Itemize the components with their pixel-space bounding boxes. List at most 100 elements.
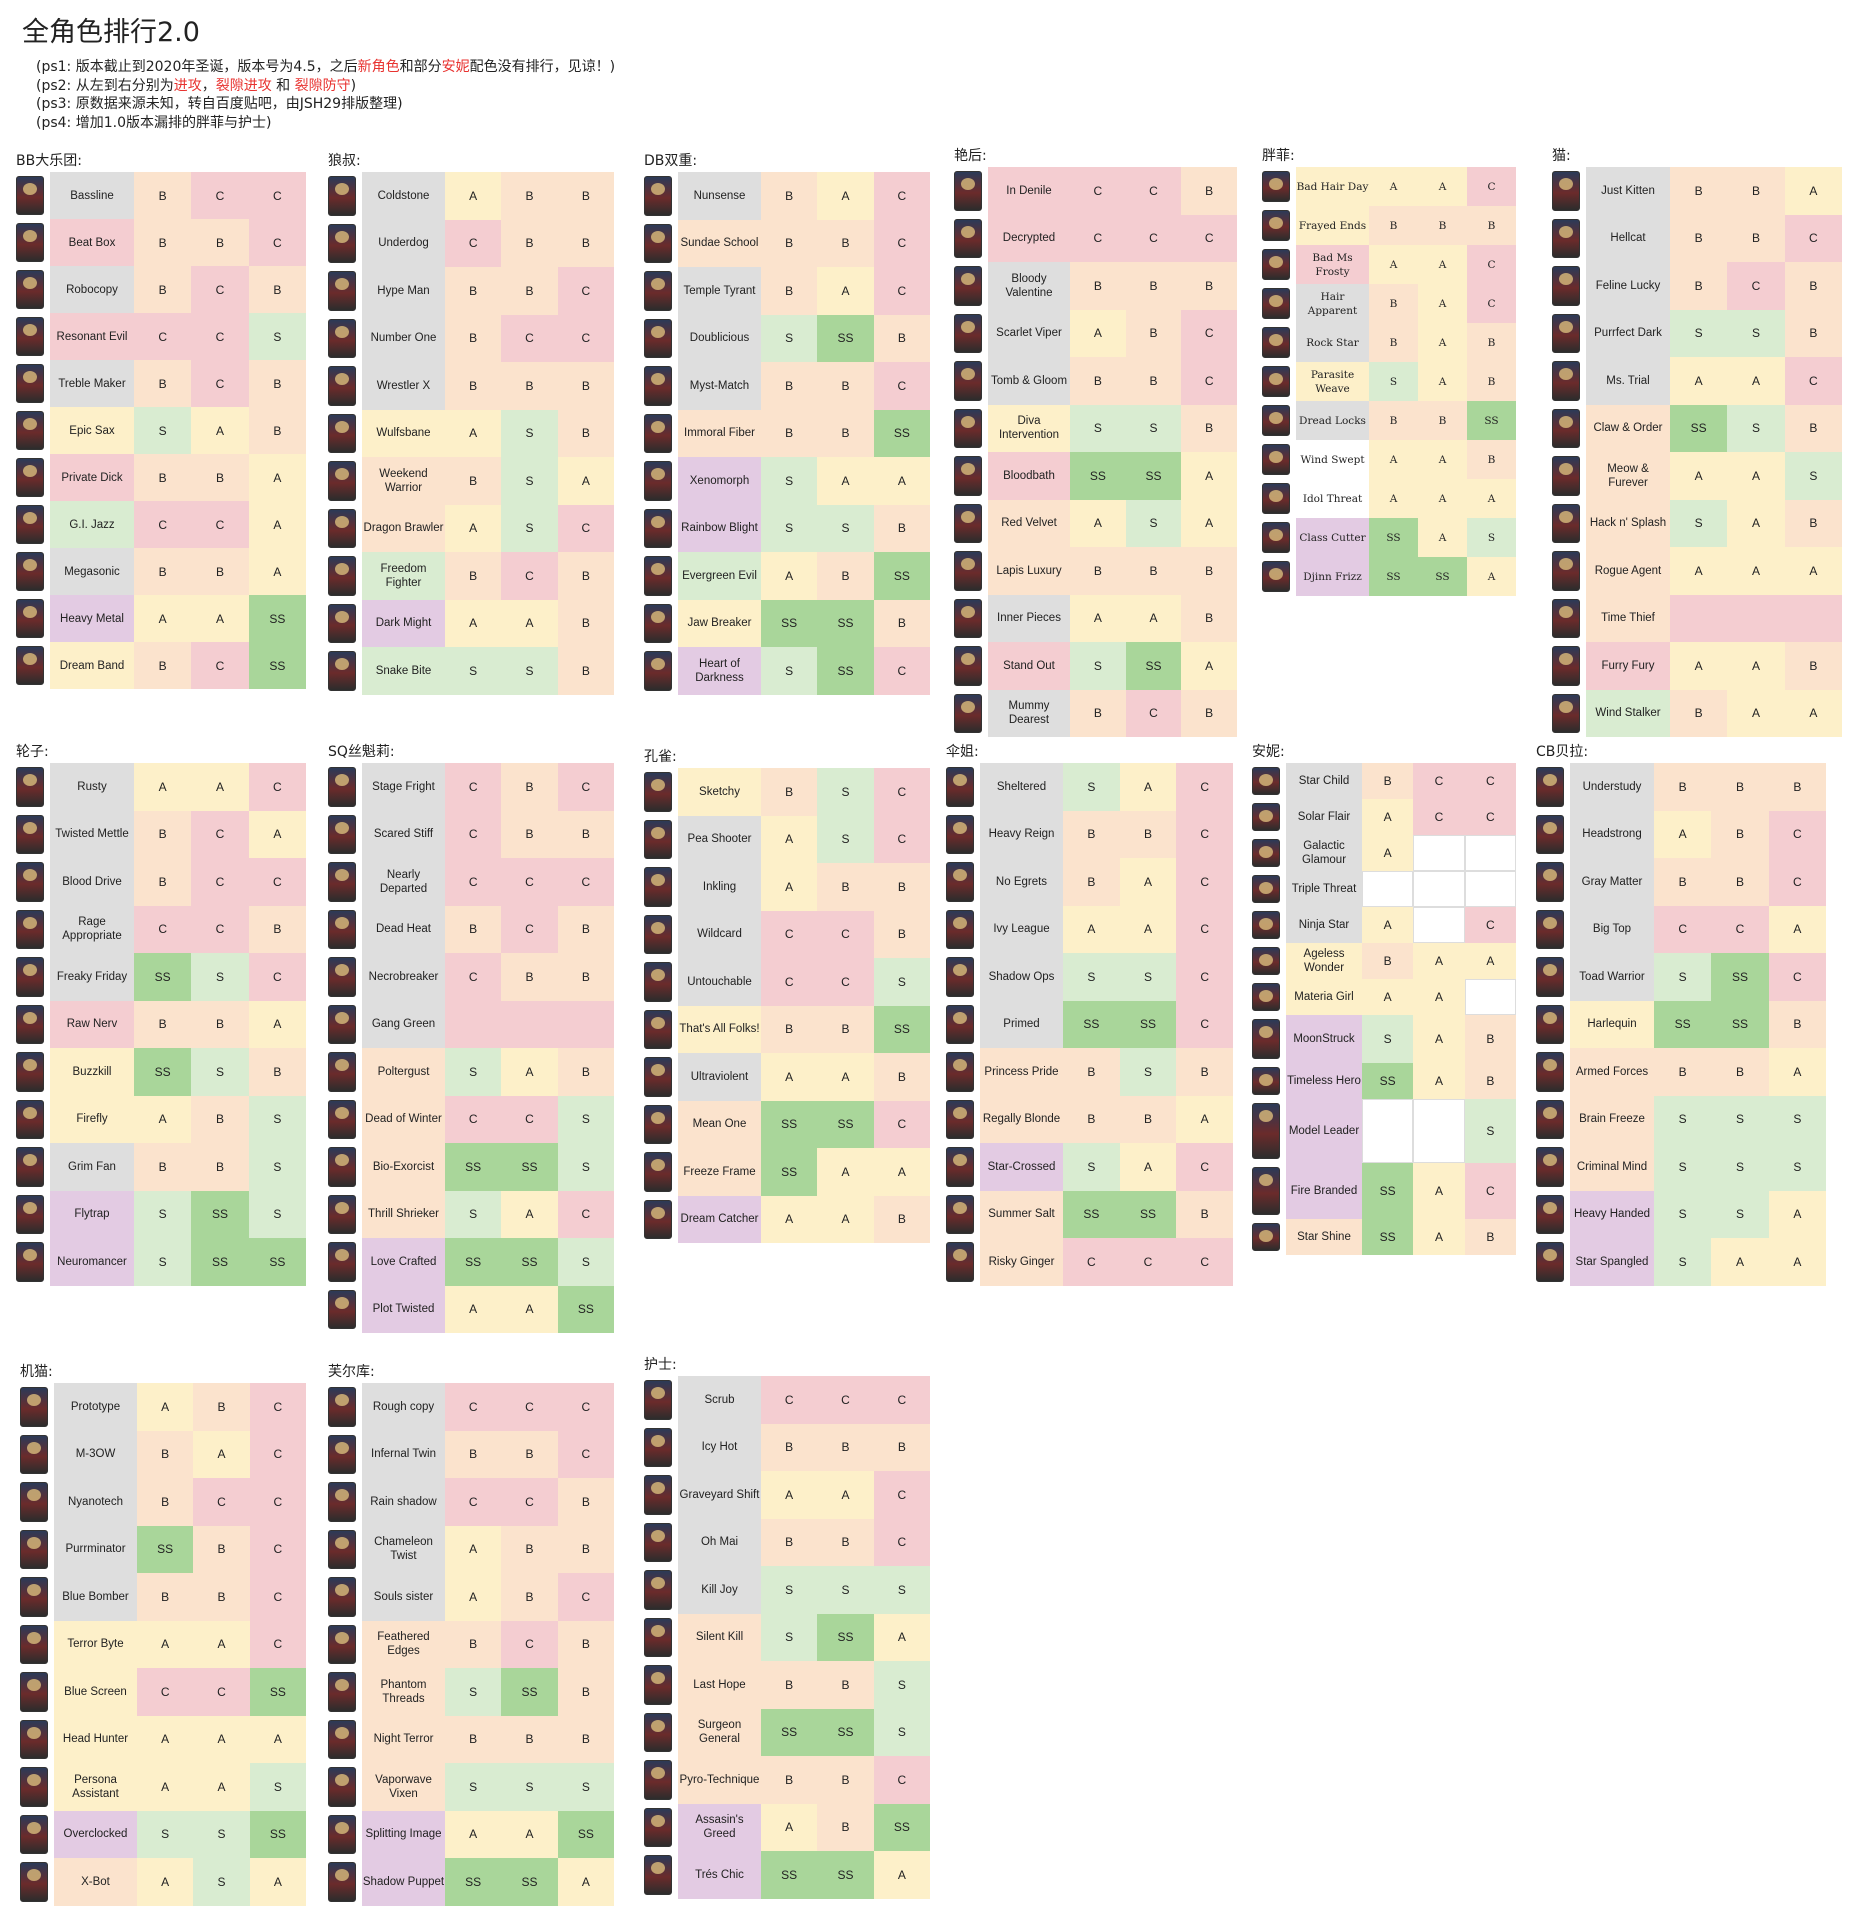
note-highlight: 裂隙进攻 xyxy=(215,77,272,94)
character-name: G.I. Jazz xyxy=(50,501,134,548)
character-row: Nunsense B A C xyxy=(640,172,930,220)
character-row: Rain shadow C C B xyxy=(324,1478,614,1526)
character-name: Night Terror xyxy=(362,1715,445,1763)
character-row: Star Spangled S A A xyxy=(1532,1238,1826,1286)
rating-attack: S xyxy=(1369,362,1418,401)
rating-rift-defense: B xyxy=(1784,404,1842,452)
character-row: Claw & Order SS S B xyxy=(1548,404,1842,452)
character-portrait xyxy=(946,1242,974,1282)
character-name: Summer Salt xyxy=(980,1190,1063,1238)
rating-rift-defense: A xyxy=(1784,689,1842,737)
character-portrait xyxy=(1252,1167,1280,1215)
character-row: In Denile C C B xyxy=(950,167,1237,215)
character-portrait xyxy=(1262,210,1290,241)
character-row: Blood Drive B C C xyxy=(12,858,306,906)
rating-rift-defense: A xyxy=(557,457,614,505)
rating-rift-attack: B xyxy=(501,763,558,811)
rating-attack: B xyxy=(137,1573,194,1621)
character-row: Dark Might A A B xyxy=(324,599,614,647)
character-portrait xyxy=(644,772,672,812)
rating-rift-attack: B xyxy=(1119,810,1177,858)
rating-attack: B xyxy=(445,552,502,600)
character-portrait xyxy=(328,1387,356,1427)
character-row: Brain Freeze S S S xyxy=(1532,1095,1826,1143)
character-portrait xyxy=(1262,327,1290,358)
rating-rift-attack: B xyxy=(1711,1048,1769,1096)
character-name: MoonStruck xyxy=(1286,1015,1362,1063)
rating-rift-defense: C xyxy=(873,1100,930,1148)
rating-rift-attack: C xyxy=(191,642,249,689)
rating-rift-defense: B xyxy=(557,552,614,600)
rating-rift-attack xyxy=(1413,1099,1465,1163)
rating-rift-attack: C xyxy=(501,858,558,906)
rating-attack: SS xyxy=(137,1525,194,1573)
rating-attack: B xyxy=(1654,1048,1712,1096)
rating-rift-attack: SS xyxy=(1418,557,1467,596)
rating-rift-defense: A xyxy=(1181,452,1237,500)
character-name: Purrfect Dark xyxy=(1586,309,1670,357)
character-row: Ninja Star A C xyxy=(1248,907,1516,943)
rating-attack: SS xyxy=(761,1148,818,1196)
rating-rift-defense: C xyxy=(873,362,930,410)
character-portrait xyxy=(946,1147,974,1187)
character-portrait xyxy=(644,962,672,1002)
rating-rift-defense: B xyxy=(1464,1015,1516,1063)
rating-rift-attack: C xyxy=(191,266,249,313)
character-name: Mean One xyxy=(678,1100,761,1148)
character-portrait xyxy=(16,957,44,997)
rating-rift-attack: S xyxy=(501,647,558,695)
character-name: Chameleon Twist xyxy=(362,1525,445,1573)
rating-rift-attack: B xyxy=(817,1518,874,1566)
rating-rift-attack: A xyxy=(1418,518,1467,557)
character-name: Twisted Mettle xyxy=(50,810,134,858)
rating-rift-defense: C xyxy=(1467,167,1516,206)
rating-rift-defense: SS xyxy=(873,552,930,600)
character-row: Hellcat B B C xyxy=(1548,214,1842,262)
character-portrait xyxy=(1262,522,1290,553)
character-row: Headstrong A B C xyxy=(1532,810,1826,858)
rating-rift-defense: SS xyxy=(873,409,930,457)
rating-rift-defense: A xyxy=(249,1858,306,1906)
character-portrait xyxy=(1262,405,1290,436)
note-text: (ps2: 从左到右分别为 xyxy=(36,77,174,94)
rating-rift-attack: SS xyxy=(191,1190,249,1238)
rating-rift-attack: S xyxy=(501,1763,558,1811)
character-name: Mummy Dearest xyxy=(988,689,1070,737)
rating-rift-attack: A xyxy=(191,763,249,811)
character-row: Wind Stalker B A A xyxy=(1548,689,1842,737)
character-name: Plot Twisted xyxy=(362,1285,445,1333)
rating-rift-defense: B xyxy=(873,504,930,552)
rating-rift-defense: A xyxy=(248,810,306,858)
rating-rift-defense: B xyxy=(248,407,306,454)
character-row: Nyanotech B C C xyxy=(16,1478,306,1526)
character-portrait xyxy=(644,603,672,643)
character-row: Ageless Wonder B A A xyxy=(1248,943,1516,979)
character-name: Feline Lucky xyxy=(1586,262,1670,310)
character-name: Lapis Luxury xyxy=(988,547,1070,595)
character-row: Bad Ms Frosty A A C xyxy=(1258,245,1516,284)
rating-attack: S xyxy=(1654,1190,1712,1238)
character-portrait xyxy=(1252,839,1280,867)
character-name: Dream Catcher xyxy=(678,1195,761,1243)
character-portrait xyxy=(954,456,982,496)
character-row: Rough copy C C C xyxy=(324,1383,614,1431)
character-portrait xyxy=(644,1057,672,1097)
rating-rift-defense: B xyxy=(557,1048,614,1096)
rating-rift-defense: C xyxy=(557,267,614,315)
rating-attack: S xyxy=(761,1566,818,1614)
character-portrait xyxy=(1252,947,1280,975)
character-row: Heavy Metal A A SS xyxy=(12,595,306,642)
character-name: Shadow Puppet xyxy=(362,1858,445,1906)
character-portrait xyxy=(16,646,44,685)
rating-rift-defense: C xyxy=(557,763,614,811)
character-row: Scared Stiff C B B xyxy=(324,810,614,858)
character-row: Underdog C B B xyxy=(324,219,614,267)
rating-rift-defense: B xyxy=(557,1620,614,1668)
rating-attack: C xyxy=(1070,214,1126,262)
rating-attack: B xyxy=(134,1000,192,1048)
character-portrait xyxy=(1552,171,1580,211)
character-name: Weekend Warrior xyxy=(362,457,445,505)
character-portrait xyxy=(954,171,982,211)
rating-attack: SS xyxy=(1654,1000,1712,1048)
rating-attack: B xyxy=(134,454,192,501)
